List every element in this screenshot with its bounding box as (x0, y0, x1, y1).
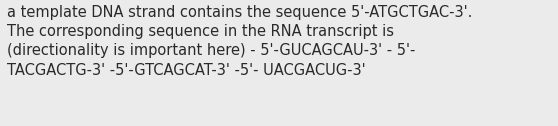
Text: a template DNA strand contains the sequence 5'-ATGCTGAC-3'.
The corresponding se: a template DNA strand contains the seque… (7, 5, 472, 78)
